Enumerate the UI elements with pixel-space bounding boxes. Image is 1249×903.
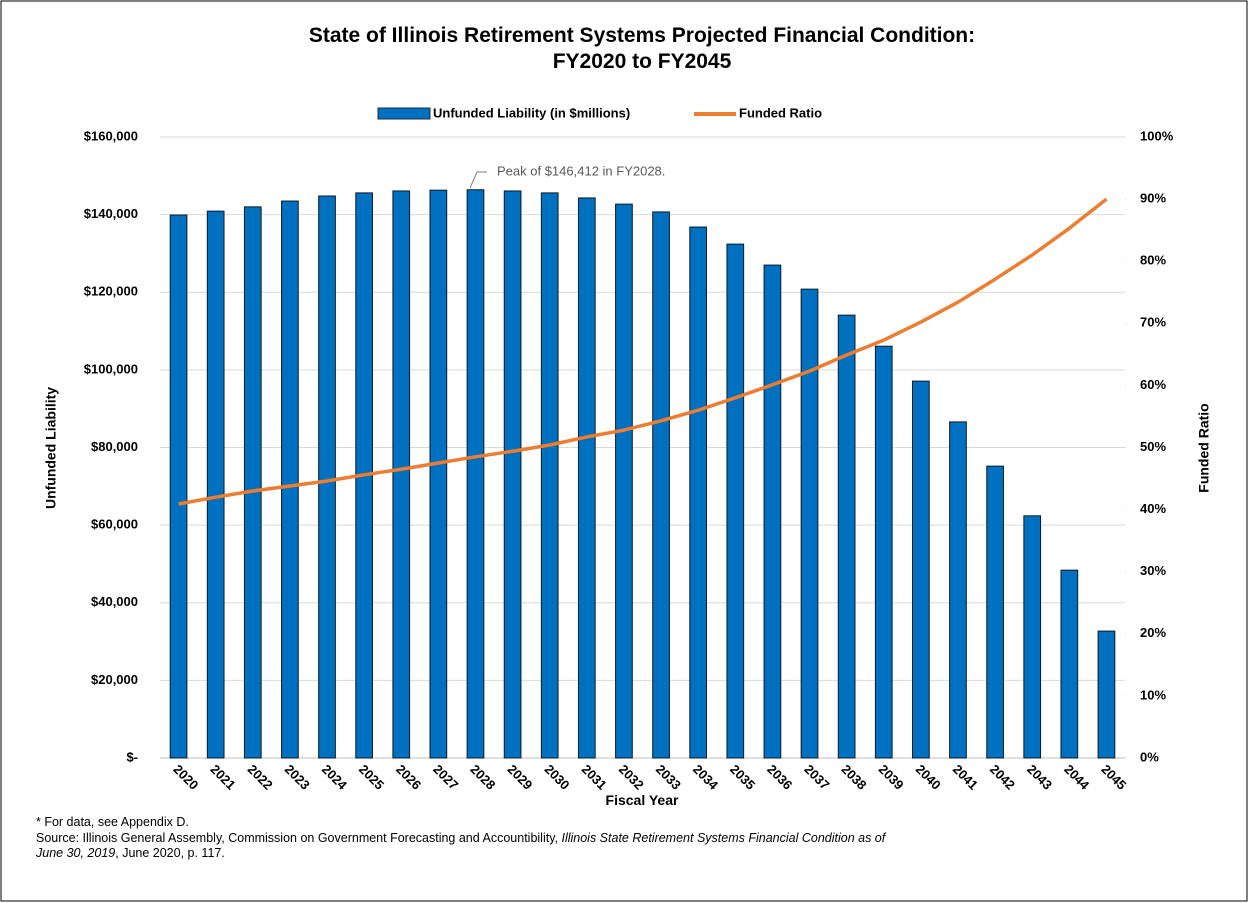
y-tick-label: $160,000: [84, 128, 138, 143]
annotation: Peak of $146,412 in FY2028.: [497, 163, 665, 178]
bar: [466, 189, 485, 759]
y-tick-label: $40,000: [91, 594, 138, 609]
annotation-leader: [469, 171, 487, 189]
y2-axis-title: Funded Ratio: [1196, 403, 1212, 492]
y-tick-label: $140,000: [84, 206, 138, 221]
legend-label: Unfunded Liability (in $millions): [433, 105, 630, 120]
legend-swatch: [377, 107, 431, 120]
source: June 30, 2019, June 2020, p. 117.: [35, 846, 225, 860]
y2-tick-label: 40%: [1140, 501, 1166, 516]
source-text: Source: Illinois General Assembly, Commi…: [36, 831, 561, 845]
y2-tick-label: 10%: [1140, 687, 1166, 702]
bar: [429, 189, 448, 759]
bar: [986, 465, 1004, 759]
bar: [392, 190, 411, 759]
y2-tick-label: 100%: [1140, 128, 1174, 143]
y2-tick-label: 70%: [1140, 315, 1166, 330]
bar: [169, 214, 188, 759]
bar: [577, 197, 596, 759]
y-tick-label: $120,000: [84, 284, 138, 299]
y2-tick-label: 80%: [1140, 253, 1166, 268]
bar: [243, 206, 262, 759]
y2-tick-label: 50%: [1140, 439, 1166, 454]
bar: [1060, 569, 1079, 759]
bar: [726, 243, 745, 759]
bar: [1023, 515, 1042, 759]
y2-tick-label: 90%: [1140, 191, 1166, 206]
bar: [318, 195, 336, 759]
y2-tick-label: 60%: [1140, 377, 1166, 392]
y-tick-label: $80,000: [91, 439, 138, 454]
y-axis-title: Unfunded Liability: [43, 387, 59, 509]
source-text: June 30, 2019: [35, 846, 115, 860]
bar: [763, 264, 782, 759]
legend-label: Funded Ratio: [739, 105, 822, 120]
source: Source: Illinois General Assembly, Commi…: [36, 831, 887, 845]
bar: [281, 200, 299, 759]
y2-tick-label: 20%: [1140, 625, 1166, 640]
bar: [652, 211, 670, 759]
footnote: * For data, see Appendix D.: [36, 815, 189, 829]
bar: [949, 421, 967, 759]
bar: [540, 192, 559, 759]
bar: [837, 314, 856, 759]
x-axis-title: Fiscal Year: [606, 792, 679, 808]
y-tick-label: $100,000: [84, 361, 138, 376]
y-tick-label: $-: [126, 749, 138, 764]
bar: [206, 210, 225, 759]
funded-ratio-line: [178, 197, 1108, 506]
y-tick-label: $60,000: [91, 517, 138, 532]
y2-tick-label: 0%: [1140, 749, 1159, 764]
bar: [1097, 630, 1116, 759]
chart-title: State of Illinois Retirement Systems Pro…: [309, 24, 975, 47]
bar: [874, 345, 893, 759]
source-text: Illinois State Retirement Systems Financ…: [561, 831, 886, 845]
bar: [800, 288, 819, 759]
chart-title: FY2020 to FY2045: [553, 50, 732, 73]
y-tick-label: $20,000: [91, 672, 138, 687]
bar: [503, 190, 522, 759]
bar: [615, 203, 633, 759]
bar: [912, 380, 930, 759]
bar: [689, 226, 708, 759]
source-text: , June 2020, p. 117.: [115, 846, 225, 860]
y2-tick-label: 30%: [1140, 563, 1166, 578]
